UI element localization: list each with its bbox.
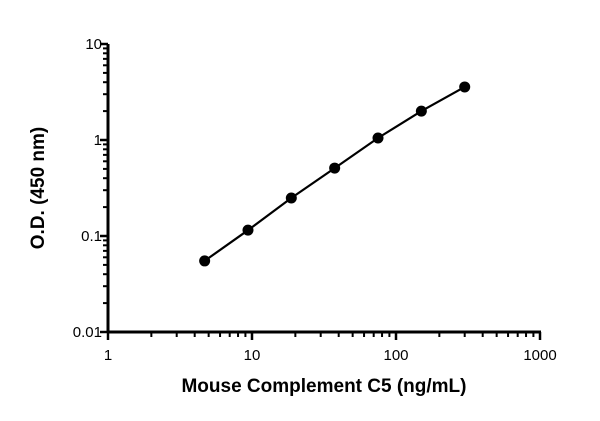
data-point <box>329 162 341 174</box>
x-axis-title: Mouse Complement C5 (ng/mL) <box>181 376 466 397</box>
y-tick-label: 10 <box>85 36 102 53</box>
data-point <box>459 81 471 93</box>
y-tick-label: 0.1 <box>81 228 102 245</box>
x-tick-label: 1000 <box>523 347 556 364</box>
x-tick-label: 100 <box>383 347 408 364</box>
y-tick-label: 0.01 <box>73 324 102 341</box>
data-point <box>372 132 384 144</box>
y-axis-title: O.D. (450 nm) <box>28 127 49 249</box>
data-point <box>285 192 297 204</box>
data-point <box>415 105 427 117</box>
x-tick-label: 10 <box>244 347 261 364</box>
x-tick-labels: 1 10 100 1000 <box>104 347 557 364</box>
axes <box>100 42 542 340</box>
data-point <box>199 255 211 267</box>
series <box>199 81 471 267</box>
data-point <box>242 224 254 236</box>
y-tick-label: 1 <box>94 132 102 149</box>
y-tick-labels: 0.01 0.1 1 10 <box>73 36 102 341</box>
x-tick-label: 1 <box>104 347 112 364</box>
